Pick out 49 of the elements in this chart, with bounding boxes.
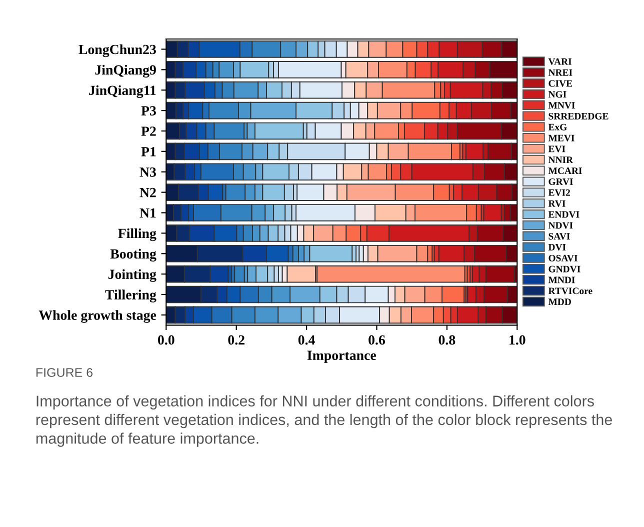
legend-label: MCARI [548, 168, 582, 174]
y-tick-label: Booting [110, 248, 156, 262]
legend-label: MNVI [548, 102, 575, 109]
legend-label: EVI [548, 146, 566, 152]
x-tick-label: 0.4 [298, 335, 315, 345]
legend-label: RTVICore [548, 288, 592, 294]
y-tick-label: Filling [118, 228, 156, 242]
x-tick-label: 0.6 [368, 335, 386, 345]
legend-label: MNDI [548, 276, 575, 284]
legend-label: ENDVI [548, 211, 580, 218]
legend-label: CIVE [548, 80, 572, 87]
legend-label: GNDVI [548, 266, 580, 272]
y-tick-label: Jointing [108, 269, 156, 282]
legend-label: ExG [548, 124, 567, 130]
x-axis-title: Importance [307, 350, 376, 363]
y-tick-label: P1 [141, 147, 156, 156]
legend-label: EVI2 [548, 189, 570, 196]
x-tick-label: 1.0 [510, 335, 526, 345]
y-tick-label: Whole growth stage [38, 310, 156, 323]
legend-label: MEVI [548, 134, 574, 142]
y-tick-label: P3 [141, 106, 156, 116]
legend-label: SAVI [548, 233, 570, 240]
legend-label: MDD [548, 298, 571, 305]
text: Importance of vegetation indices for NNI under different conditions. Different colors represent different vegetation indices, and the length of the color block represents the magnitude of feature importance. [36, 395, 612, 447]
x-tick-label: 0.0 [158, 335, 174, 345]
y-tick-label: JinQiang9 [95, 64, 156, 78]
y-tick-label: Tillering [105, 290, 156, 302]
bar [465, 142, 484, 160]
y-tick-label: P2 [141, 126, 156, 136]
legend-label: OSAVI [548, 254, 578, 262]
legend-label: DVI [548, 244, 566, 251]
x-tick-label: 0.8 [438, 335, 456, 345]
legend-label: RVI [548, 200, 566, 207]
x-tick-label: 0.2 [228, 335, 244, 345]
y-tick-label: LongChun23 [78, 44, 156, 58]
bar [234, 265, 245, 283]
legend-label: NNIR [548, 156, 574, 164]
y-tick-label: N1 [140, 208, 156, 218]
legend-label: NGI [548, 91, 566, 98]
legend-label: SRREDEDGE [548, 112, 608, 120]
y-tick-label: N2 [140, 188, 156, 198]
legend-label: GRVI [548, 178, 573, 186]
y-tick-label: JinQiang11 [89, 85, 156, 98]
caption: FIGURE 6 [36, 368, 93, 377]
legend-label: VARI [548, 58, 572, 65]
y-tick-label: N3 [140, 167, 156, 177]
legend-label: NREI [548, 69, 572, 76]
legend-label: NDVI [548, 222, 573, 229]
bar [483, 204, 502, 222]
